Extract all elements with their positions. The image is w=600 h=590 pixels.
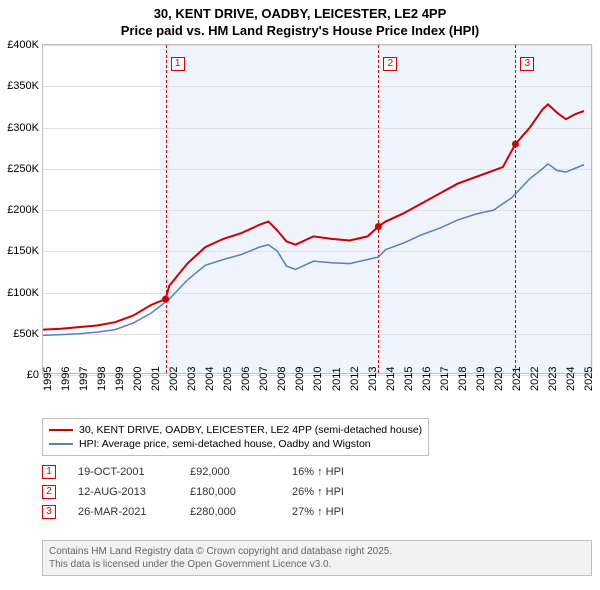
event-dot	[162, 296, 169, 303]
title-line-2: Price paid vs. HM Land Registry's House …	[0, 23, 600, 40]
footer: Contains HM Land Registry data © Crown c…	[42, 540, 592, 576]
series-line	[43, 104, 584, 329]
legend-swatch	[49, 443, 73, 445]
title-line-1: 30, KENT DRIVE, OADBY, LEICESTER, LE2 4P…	[0, 6, 600, 23]
legend: 30, KENT DRIVE, OADBY, LEICESTER, LE2 4P…	[42, 418, 429, 456]
event-row-delta: 16% ↑ HPI	[292, 466, 344, 478]
y-tick-label: £0	[27, 369, 39, 381]
y-tick-label: £400K	[7, 39, 39, 51]
event-row: 1 19-OCT-2001 £92,000 16% ↑ HPI	[42, 462, 344, 482]
event-dot	[375, 223, 382, 230]
event-row: 2 12-AUG-2013 £180,000 26% ↑ HPI	[42, 482, 344, 502]
container: 30, KENT DRIVE, OADBY, LEICESTER, LE2 4P…	[0, 0, 600, 590]
y-tick-label: £150K	[7, 245, 39, 257]
event-row-delta: 27% ↑ HPI	[292, 506, 344, 518]
event-row-marker: 3	[42, 505, 56, 519]
y-tick-label: £350K	[7, 80, 39, 92]
event-row-price: £280,000	[190, 506, 270, 518]
y-tick-label: £300K	[7, 122, 39, 134]
event-row-marker: 2	[42, 485, 56, 499]
y-tick-label: £250K	[7, 163, 39, 175]
legend-label: HPI: Average price, semi-detached house,…	[79, 438, 371, 450]
event-row-price: £92,000	[190, 466, 270, 478]
y-tick-label: £50K	[13, 328, 39, 340]
legend-label: 30, KENT DRIVE, OADBY, LEICESTER, LE2 4P…	[79, 424, 422, 436]
footer-line-2: This data is licensed under the Open Gov…	[49, 558, 585, 571]
event-row-marker: 1	[42, 465, 56, 479]
legend-row: 30, KENT DRIVE, OADBY, LEICESTER, LE2 4P…	[49, 423, 422, 437]
chart-plot-area: £0£50K£100K£150K£200K£250K£300K£350K£400…	[42, 44, 592, 374]
footer-line-1: Contains HM Land Registry data © Crown c…	[49, 545, 585, 558]
event-row-delta: 26% ↑ HPI	[292, 486, 344, 498]
legend-row: HPI: Average price, semi-detached house,…	[49, 437, 422, 451]
y-tick-label: £100K	[7, 287, 39, 299]
event-dot	[512, 141, 519, 148]
event-row-date: 26-MAR-2021	[78, 506, 168, 518]
event-row-date: 19-OCT-2001	[78, 466, 168, 478]
event-row-price: £180,000	[190, 486, 270, 498]
title-block: 30, KENT DRIVE, OADBY, LEICESTER, LE2 4P…	[0, 0, 600, 40]
legend-swatch	[49, 429, 73, 431]
event-row-date: 12-AUG-2013	[78, 486, 168, 498]
chart-series	[43, 45, 593, 375]
event-row: 3 26-MAR-2021 £280,000 27% ↑ HPI	[42, 502, 344, 522]
y-tick-label: £200K	[7, 204, 39, 216]
event-table: 1 19-OCT-2001 £92,000 16% ↑ HPI 2 12-AUG-2013…	[42, 462, 344, 522]
series-line	[43, 164, 584, 336]
